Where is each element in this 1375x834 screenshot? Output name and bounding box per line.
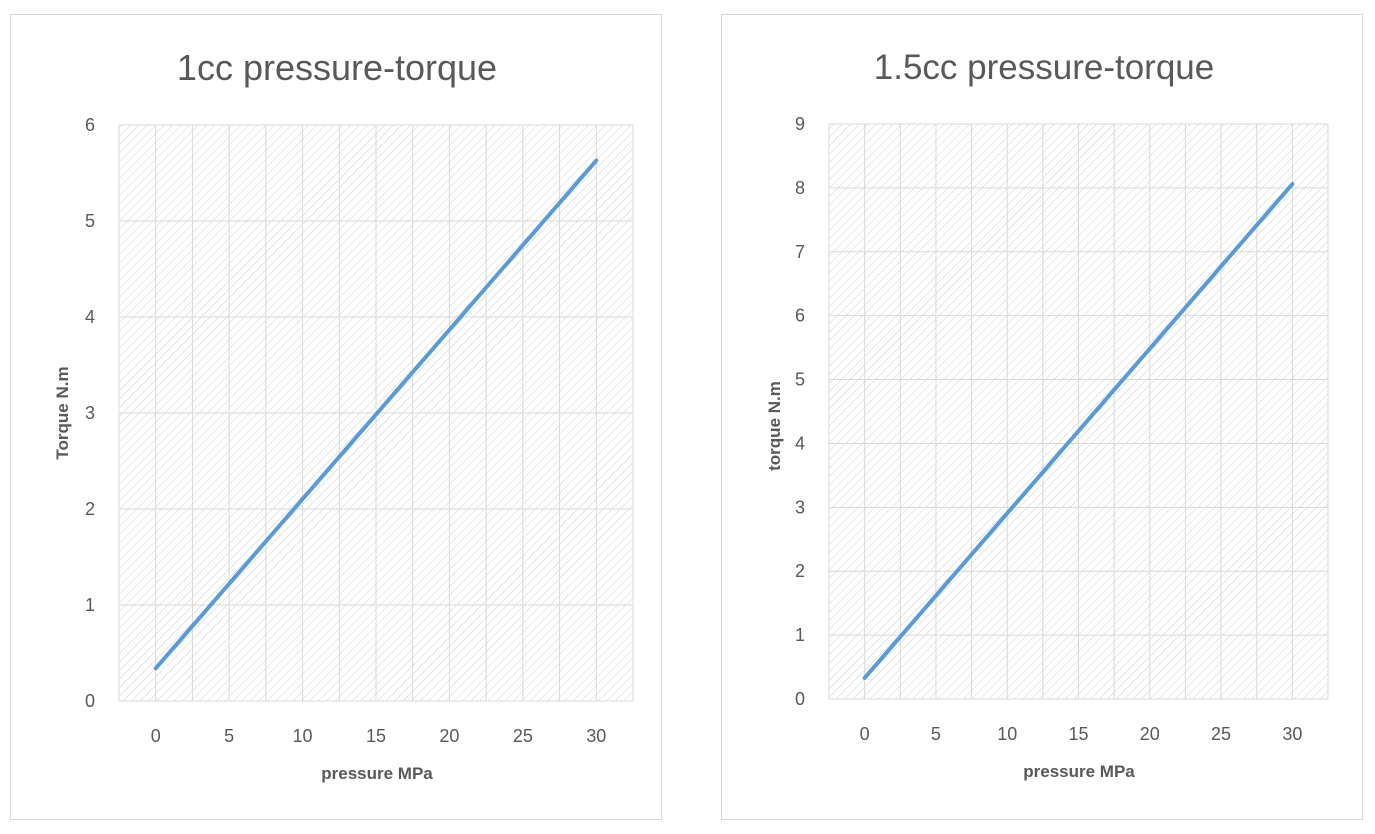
y-tick-label: 7 <box>795 242 805 262</box>
y-tick-label: 6 <box>795 306 805 326</box>
x-tick-label: 0 <box>860 724 870 744</box>
x-tick-label: 5 <box>224 726 234 746</box>
x-axis-title: pressure MPa <box>1023 762 1135 781</box>
x-tick-label: 30 <box>586 726 606 746</box>
x-tick-label: 25 <box>1211 724 1231 744</box>
x-tick-label: 10 <box>293 726 313 746</box>
y-tick-label: 8 <box>795 178 805 198</box>
x-tick-label: 15 <box>1068 724 1088 744</box>
y-tick-label: 5 <box>795 370 805 390</box>
x-tick-label: 0 <box>151 726 161 746</box>
x-tick-label: 30 <box>1282 724 1302 744</box>
chart-panel-1cc: 0 1 2 3 4 5 6 0 5 10 15 20 25 30 1cc pressure-torque To… <box>10 14 662 820</box>
x-tick-label: 20 <box>439 726 459 746</box>
y-tick-label: 1 <box>85 595 95 615</box>
y-tick-label: 3 <box>795 497 805 517</box>
y-tick-label: 4 <box>795 433 805 453</box>
y-tick-label: 6 <box>85 115 95 135</box>
chart-1-5cc: 0 1 2 3 4 5 6 7 8 9 0 5 10 15 20 25 30 1.5cc pressure-tor… <box>765 48 1329 781</box>
y-tick-label: 4 <box>85 307 95 327</box>
chart-panel-1-5cc: 0 1 2 3 4 5 6 7 8 9 0 5 10 15 20 25 30 1.5cc pressure-tor… <box>721 14 1363 820</box>
x-tick-label: 20 <box>1140 724 1160 744</box>
x-tick-label: 10 <box>997 724 1017 744</box>
chart-title: 1cc pressure-torque <box>177 47 497 88</box>
x-tick-label: 15 <box>366 726 386 746</box>
series-line <box>153 158 599 671</box>
x-tick-label: 5 <box>931 724 941 744</box>
y-tick-label: 2 <box>85 499 95 519</box>
x-axis-title: pressure MPa <box>321 764 433 783</box>
y-tick-label: 3 <box>85 403 95 423</box>
y-axis-title: Torque N.m <box>53 366 72 459</box>
y-tick-label: 9 <box>795 114 805 134</box>
x-tick-label: 25 <box>513 726 533 746</box>
y-axis-title: torque N.m <box>765 381 784 471</box>
y-tick-label: 0 <box>85 691 95 711</box>
y-tick-label: 0 <box>795 689 805 709</box>
chart-1cc: 0 1 2 3 4 5 6 0 5 10 15 20 25 30 1cc pressure-torque To… <box>53 47 634 783</box>
series-line <box>862 182 1295 680</box>
y-tick-label: 2 <box>795 561 805 581</box>
y-tick-label: 5 <box>85 211 95 231</box>
chart-title: 1.5cc pressure-torque <box>874 48 1214 87</box>
y-tick-label: 1 <box>795 625 805 645</box>
